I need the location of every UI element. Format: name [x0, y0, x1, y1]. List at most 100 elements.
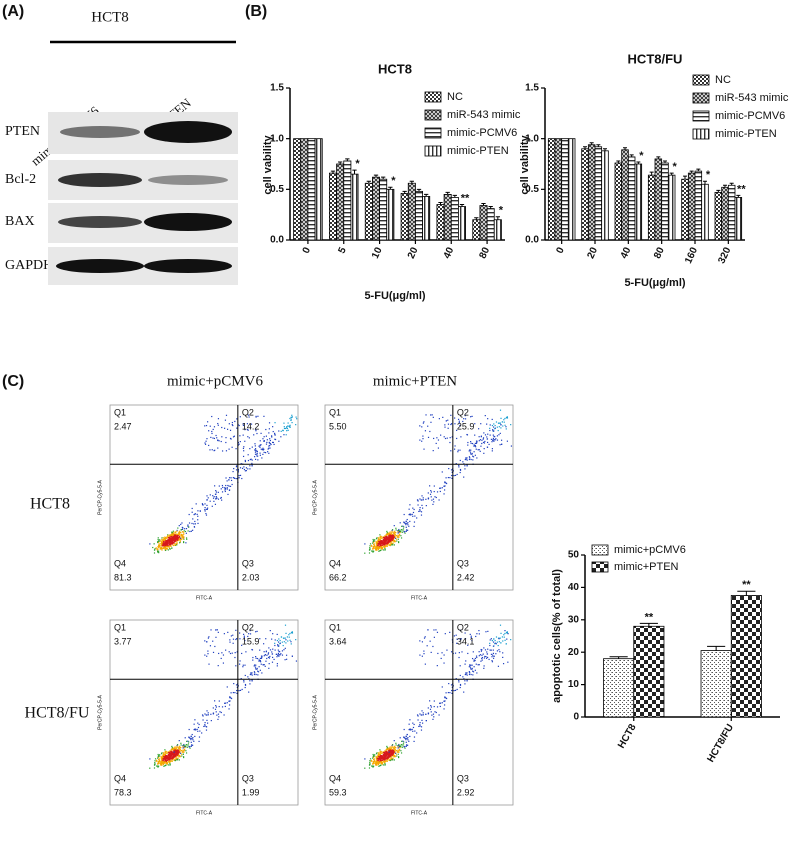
- event-dot: [158, 754, 159, 755]
- event-dot: [243, 680, 244, 681]
- event-dot: [442, 417, 443, 418]
- event-dot: [232, 425, 233, 426]
- event-dot: [449, 442, 450, 443]
- event-dot: [373, 766, 374, 767]
- event-dot: [434, 496, 435, 497]
- event-dot: [405, 739, 406, 740]
- y-tick-label: 1.5: [525, 83, 539, 94]
- bar: [555, 139, 562, 240]
- significance-mark: *: [706, 169, 711, 181]
- event-dot: [206, 726, 207, 727]
- event-dot: [403, 743, 404, 744]
- event-dot: [445, 633, 446, 634]
- event-dot: [404, 729, 405, 730]
- event-dot: [422, 436, 423, 437]
- event-dot: [182, 535, 183, 536]
- event-dot: [386, 535, 387, 536]
- event-dot: [398, 530, 399, 531]
- event-dot: [296, 418, 297, 419]
- event-dot: [254, 443, 255, 444]
- event-dot: [204, 425, 205, 426]
- event-dot: [394, 544, 395, 545]
- event-dot: [276, 654, 277, 655]
- event-dot: [389, 752, 390, 753]
- event-dot: [495, 653, 496, 654]
- event-dot: [229, 489, 230, 490]
- event-dot: [479, 440, 480, 441]
- event-dot: [371, 760, 372, 761]
- event-dot: [162, 759, 163, 760]
- event-dot: [243, 450, 244, 451]
- bar: [344, 161, 351, 240]
- event-dot: [479, 651, 480, 652]
- event-dot: [225, 703, 226, 704]
- event-dot: [474, 435, 475, 436]
- event-dot: [253, 434, 254, 435]
- event-dot: [487, 631, 488, 632]
- event-dot: [229, 477, 230, 478]
- event-dot: [256, 631, 257, 632]
- x-axis-label: 5-FU(μg/ml): [364, 290, 425, 302]
- event-dot: [270, 630, 271, 631]
- event-dot: [282, 650, 283, 651]
- event-dot: [374, 539, 375, 540]
- event-dot: [493, 439, 494, 440]
- event-dot: [399, 534, 400, 535]
- event-dot: [281, 636, 282, 637]
- quadrant-value: 2.03: [242, 572, 260, 582]
- event-dot: [389, 538, 390, 539]
- event-dot: [441, 652, 442, 653]
- event-dot: [214, 426, 215, 427]
- event-dot: [260, 440, 261, 441]
- event-dot: [169, 544, 170, 545]
- event-dot: [236, 469, 237, 470]
- event-dot: [370, 543, 371, 544]
- quadrant-value: 15.9: [242, 636, 260, 646]
- event-dot: [504, 633, 505, 634]
- event-dot: [442, 686, 443, 687]
- event-dot: [269, 445, 270, 446]
- event-dot: [169, 538, 170, 539]
- event-dot: [286, 655, 287, 656]
- event-dot: [392, 755, 393, 756]
- event-dot: [227, 488, 228, 489]
- event-dot: [475, 455, 476, 456]
- event-dot: [494, 643, 495, 644]
- event-dot: [374, 754, 375, 755]
- event-dot: [225, 491, 226, 492]
- event-dot: [152, 547, 153, 548]
- event-dot: [277, 663, 278, 664]
- event-dot: [249, 465, 250, 466]
- bar: [715, 192, 722, 240]
- event-dot: [194, 736, 195, 737]
- event-dot: [249, 680, 250, 681]
- event-dot: [369, 547, 370, 548]
- event-dot: [179, 752, 180, 753]
- event-dot: [471, 674, 472, 675]
- event-dot: [482, 660, 483, 661]
- bar: [562, 139, 569, 240]
- event-dot: [213, 501, 214, 502]
- event-dot: [204, 724, 205, 725]
- event-dot: [282, 654, 283, 655]
- bar: [628, 157, 635, 240]
- event-dot: [271, 435, 272, 436]
- event-dot: [199, 724, 200, 725]
- event-dot: [427, 629, 428, 630]
- event-dot: [239, 632, 240, 633]
- event-dot: [182, 527, 183, 528]
- event-dot: [258, 446, 259, 447]
- event-dot: [194, 526, 195, 527]
- event-dot: [409, 509, 410, 510]
- event-dot: [235, 630, 236, 631]
- event-dot: [398, 539, 399, 540]
- event-dot: [476, 664, 477, 665]
- event-dot: [382, 763, 383, 764]
- event-dot: [241, 653, 242, 654]
- event-dot: [414, 730, 415, 731]
- event-dot: [225, 420, 226, 421]
- event-dot: [204, 509, 205, 510]
- event-dot: [469, 457, 470, 458]
- event-dot: [454, 475, 455, 476]
- event-dot: [375, 756, 376, 757]
